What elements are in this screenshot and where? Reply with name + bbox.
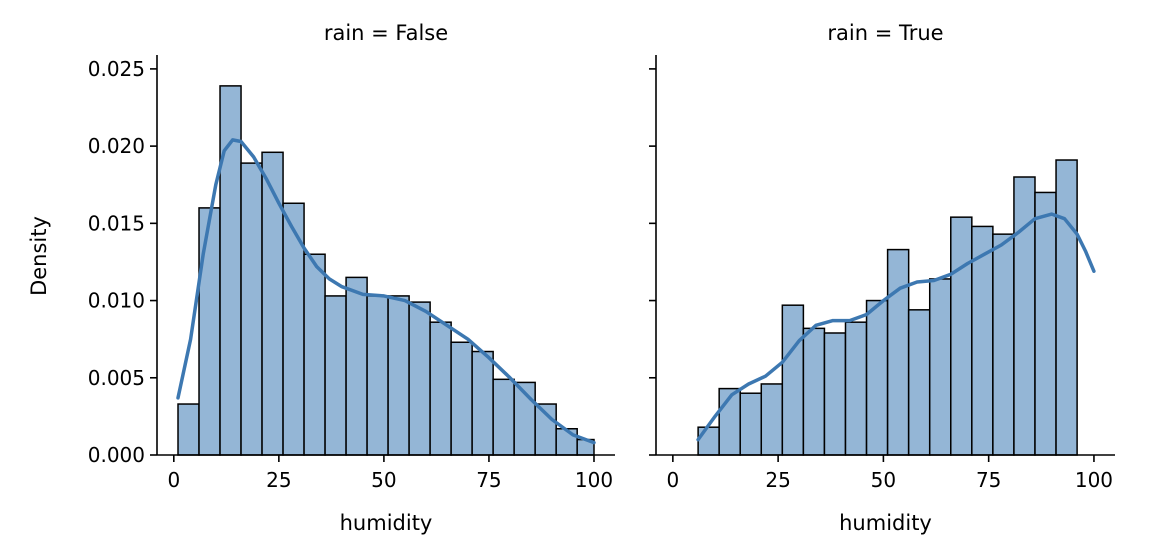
- y-tick-label: 0.015: [88, 211, 145, 235]
- panel-title: rain = False: [324, 21, 448, 45]
- histogram-bar: [408, 301, 431, 456]
- x-tick-label: 0: [666, 468, 679, 492]
- histogram-bar: [177, 403, 200, 456]
- histogram-bar: [471, 350, 494, 456]
- histogram-bar: [261, 151, 284, 456]
- x-tick-label: 50: [371, 468, 396, 492]
- panel-rain-true: rain = True 0 25 50 75 100 humidity: [649, 21, 1115, 535]
- histogram-bar: [1055, 159, 1078, 456]
- histogram-bar: [844, 321, 868, 456]
- histogram-bar: [739, 392, 763, 456]
- x-tick-label: 25: [266, 468, 291, 492]
- x-tick-label: 100: [1075, 468, 1113, 492]
- y-tick-label: 0.020: [88, 134, 145, 158]
- x-tick-label: 75: [476, 468, 501, 492]
- histogram-bar: [697, 426, 720, 456]
- y-tick-label: 0.005: [88, 366, 145, 390]
- histogram-bar: [303, 253, 326, 456]
- histogram-bar: [950, 216, 973, 456]
- x-tick-label: 25: [765, 468, 790, 492]
- histogram-bar: [1034, 191, 1057, 456]
- histogram-bar: [823, 332, 847, 456]
- histogram-bar: [324, 295, 347, 456]
- kde-line: [176, 138, 596, 445]
- histogram-bar: [345, 276, 368, 456]
- histogram-bar: [429, 321, 452, 456]
- y-tick-label: 0.025: [88, 57, 145, 81]
- y-axis-label: Density: [27, 216, 51, 296]
- panel-rain-false: rain = False 0.000 0.005 0.010 0.015 0.020 0.0…: [88, 21, 615, 535]
- histogram-bar: [366, 295, 389, 456]
- y-tick-label: 0.000: [88, 443, 145, 467]
- histogram-bar: [802, 327, 826, 456]
- histogram-bar: [240, 162, 263, 456]
- kde-line: [696, 212, 1096, 442]
- histogram-bar: [492, 378, 515, 456]
- histogram-bar: [928, 278, 952, 456]
- histogram-bar: [387, 295, 410, 456]
- histogram-bar: [198, 207, 221, 456]
- histogram-bar: [992, 233, 1015, 456]
- x-axis-label: humidity: [340, 511, 433, 535]
- x-tick-label: 50: [871, 468, 896, 492]
- y-tick-label: 0.010: [88, 289, 145, 313]
- x-tick-label: 75: [976, 468, 1001, 492]
- x-tick-label: 0: [167, 468, 180, 492]
- histogram-bar: [865, 299, 889, 456]
- histogram-bar: [886, 248, 910, 456]
- histogram-bar: [450, 341, 473, 456]
- histogram-bar: [781, 304, 805, 456]
- histogram-bar: [760, 383, 784, 456]
- histogram-bar: [1013, 176, 1036, 456]
- x-axis-label: humidity: [839, 511, 932, 535]
- panel-title: rain = True: [827, 21, 943, 45]
- histogram-bar: [555, 427, 578, 456]
- histogram-bar: [907, 309, 931, 456]
- x-tick-label: 100: [575, 468, 613, 492]
